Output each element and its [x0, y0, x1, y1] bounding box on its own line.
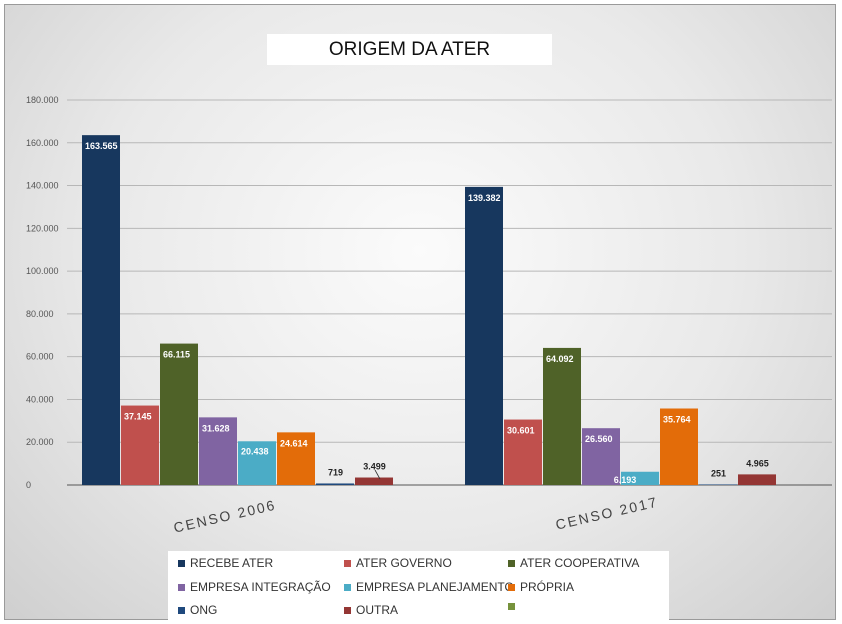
- legend-label: OUTRA: [356, 603, 398, 617]
- bar: [316, 483, 354, 485]
- legend-item: PRÓPRIA: [508, 580, 574, 594]
- legend-item: ATER COOPERATIVA: [508, 556, 639, 570]
- y-tick-label: 120.000: [26, 223, 59, 233]
- legend-label: EMPRESA PLANEJAMENTO: [356, 580, 514, 594]
- bar: [82, 135, 120, 485]
- bar: [238, 441, 276, 485]
- legend-label: PRÓPRIA: [520, 580, 575, 594]
- data-label: 20.438: [241, 446, 269, 456]
- data-label: 64.092: [546, 354, 574, 364]
- data-label: 66.115: [163, 350, 190, 360]
- y-tick-label: 100.000: [26, 266, 59, 276]
- data-label: 719: [328, 467, 343, 477]
- chart-legend: RECEBE ATER ATER GOVERNO ATER COOPERATIVA E…: [168, 551, 669, 621]
- legend-label: EMPRESA INTEGRAÇÃO: [190, 580, 331, 594]
- data-label: 163.565: [85, 141, 118, 151]
- legend-swatch: [344, 583, 351, 591]
- data-label: 30.601: [507, 426, 535, 436]
- bar: [355, 477, 393, 485]
- y-tick-label: 60.000: [26, 352, 54, 362]
- legend-item: EMPRESA INTEGRAÇÃO: [178, 580, 331, 594]
- legend-item: [508, 603, 520, 610]
- bar: [699, 484, 737, 485]
- legend-item: RECEBE ATER: [178, 556, 273, 570]
- data-label: 251: [711, 468, 726, 478]
- bar: [277, 432, 315, 485]
- y-tick-label: 80.000: [26, 309, 54, 319]
- chart-title: ORIGEM DA ATER: [328, 38, 491, 60]
- data-label: 3.499: [363, 462, 386, 472]
- bar: [504, 419, 542, 485]
- legend-label: RECEBE ATER: [190, 556, 274, 570]
- chart-frame: [4, 4, 836, 620]
- data-label: 35.764: [663, 415, 691, 425]
- data-label: 139.382: [468, 193, 501, 203]
- legend-item: OUTRA: [344, 603, 398, 617]
- legend-swatch: [344, 606, 351, 614]
- legend-item: ATER GOVERNO: [344, 556, 452, 570]
- data-label: 26.560: [585, 434, 613, 444]
- y-tick-label: 40.000: [26, 394, 54, 404]
- y-tick-label: 180.000: [26, 95, 59, 105]
- y-tick-label: 0: [26, 480, 31, 490]
- label-leader-line: [374, 469, 381, 480]
- bar: [660, 408, 698, 485]
- legend-label: ATER GOVERNO: [356, 556, 452, 570]
- bar: [738, 474, 776, 485]
- chart-title-box: ORIGEM DA ATER: [267, 34, 552, 65]
- data-label: 6.193: [614, 475, 637, 485]
- bar: [199, 417, 237, 485]
- legend-swatch: [178, 559, 185, 567]
- x-category-label: CENSO 2006: [172, 497, 278, 536]
- x-category-label: CENSO 2017: [554, 494, 660, 533]
- data-label: 37.145: [124, 412, 152, 422]
- bar: [121, 405, 159, 485]
- legend-label: ONG: [190, 603, 218, 617]
- bar: [160, 343, 198, 485]
- data-label: 31.628: [202, 423, 230, 433]
- bar-chart: 0 20.000 40.000 60.000 80.000 100.000 120.000 1…: [26, 95, 832, 536]
- legend-label: ATER COOPERATIVA: [520, 556, 640, 570]
- legend-swatch: [508, 603, 515, 610]
- legend-swatch: [178, 606, 185, 614]
- legend-item: ONG: [178, 603, 217, 617]
- y-tick-label: 140.000: [26, 181, 59, 191]
- bar: [465, 186, 503, 486]
- data-label: 4.965: [746, 458, 769, 468]
- legend-swatch: [508, 559, 515, 567]
- y-tick-label: 160.000: [26, 138, 59, 148]
- bar: [621, 471, 659, 485]
- bar: [543, 347, 581, 485]
- legend-swatch: [344, 559, 351, 567]
- legend-swatch: [508, 583, 515, 591]
- legend-swatch: [178, 583, 185, 591]
- y-tick-label: 20.000: [26, 437, 54, 447]
- bar: [582, 428, 620, 485]
- data-label: 24.614: [280, 438, 308, 448]
- legend-item: EMPRESA PLANEJAMENTO: [344, 580, 514, 594]
